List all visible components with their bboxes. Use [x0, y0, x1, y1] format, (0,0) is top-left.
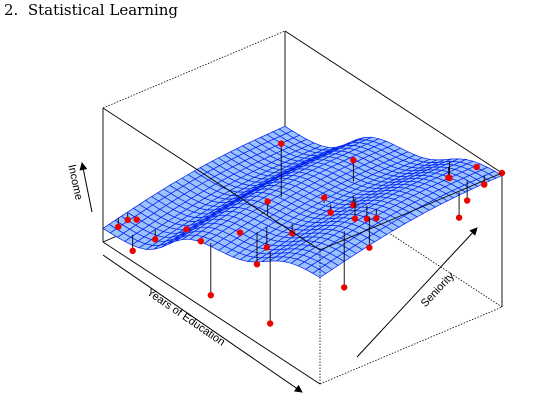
data-point	[366, 244, 372, 250]
data-point	[134, 216, 140, 222]
data-point	[208, 292, 214, 298]
data-point	[473, 164, 479, 170]
data-point	[456, 214, 462, 220]
box-edge-back-0	[103, 31, 285, 108]
z-axis-arrow	[82, 163, 92, 212]
data-point	[129, 248, 135, 254]
data-point	[445, 175, 451, 181]
data-point	[321, 194, 327, 200]
data-point	[267, 320, 273, 326]
data-point	[183, 226, 189, 232]
data-point	[352, 215, 358, 221]
data-point	[350, 157, 356, 163]
y-axis-label: Seniority	[419, 270, 457, 310]
regression-surface	[103, 126, 502, 277]
data-point	[341, 284, 347, 290]
data-point	[115, 224, 121, 230]
data-point	[254, 261, 260, 267]
data-point	[373, 215, 379, 221]
data-point	[278, 140, 284, 146]
z-axis-label: Income	[65, 163, 84, 201]
data-point	[237, 229, 243, 235]
data-point	[328, 209, 334, 215]
data-point	[464, 197, 470, 203]
data-point	[481, 181, 487, 187]
data-point	[350, 202, 356, 208]
box-edge-front-1	[320, 307, 502, 384]
y-axis-arrow	[357, 228, 477, 357]
data-point	[152, 236, 158, 242]
data-point	[125, 217, 131, 223]
data-point	[264, 198, 270, 204]
box-edge-front-0	[103, 242, 320, 384]
data-point	[264, 244, 270, 250]
data-point	[198, 238, 204, 244]
